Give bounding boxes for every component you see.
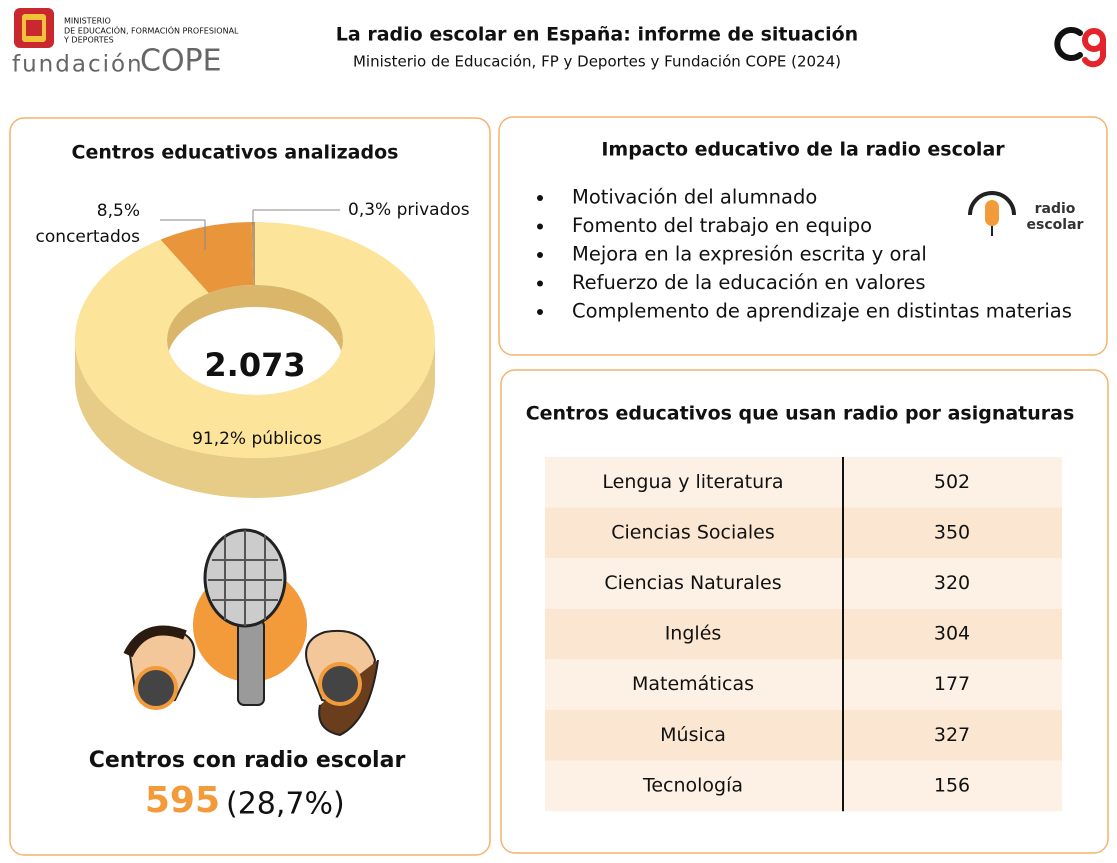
radio-illustration <box>123 528 379 737</box>
subject: Ciencias Sociales <box>611 521 775 543</box>
radio-centers-count: 595 <box>145 780 220 821</box>
logo-text: escolar <box>1027 217 1084 233</box>
donut-chart <box>75 222 435 498</box>
panel-impact <box>498 116 1108 356</box>
page-subtitle: Ministerio de Educación, FP y Deportes y… <box>353 53 841 71</box>
ministry-logo <box>14 8 54 48</box>
impact-item: Refuerzo de la educación en valores <box>572 271 926 294</box>
bullet <box>537 195 543 201</box>
table-row <box>545 558 1062 609</box>
impact-item: Complemento de aprendizaje en distintas … <box>572 300 1072 323</box>
impact-item: Fomento del trabajo en equipo <box>572 214 872 237</box>
table-row <box>545 507 1062 559</box>
pie-category-label: públicos <box>252 429 323 449</box>
ministry-name: MINISTERIO <box>64 17 111 26</box>
radio-centers-share: (28,7%) <box>226 787 345 822</box>
donut-segment <box>251 222 255 286</box>
impact-title: Impacto educativo de la radio escolar <box>601 139 1005 161</box>
bullet <box>537 223 543 230</box>
page-title: La radio escolar en España: informe de s… <box>336 24 858 46</box>
count: 156 <box>934 774 970 796</box>
donut-segment <box>160 222 254 294</box>
ministry-name: DE EDUCACIÓN, FORMACIÓN PROFESIONAL <box>64 25 239 36</box>
count: 304 <box>934 623 970 645</box>
bullet <box>537 280 543 287</box>
ministry-name: Y DEPORTES <box>63 36 114 45</box>
impact-item: Mejora en la expresión escrita y oral <box>572 243 927 266</box>
donut-side <box>75 340 435 498</box>
pie-center-label: 2.073 <box>204 346 305 384</box>
table-row <box>545 457 1062 508</box>
count: 502 <box>934 471 970 493</box>
pie-label: 0,3% privados <box>348 200 470 220</box>
chart-title: Centros educativos analizados <box>72 142 399 164</box>
foundation: fundación <box>12 52 144 78</box>
subject: Tecnología <box>642 774 743 796</box>
count: 320 <box>934 572 970 594</box>
pie-label: 91,2% públicos <box>192 429 322 449</box>
count: 327 <box>934 724 970 746</box>
table-title: Centros educativos que usan radio por as… <box>526 403 1075 425</box>
logo-text: radio <box>1035 201 1076 217</box>
cope-logo <box>1054 27 1106 68</box>
subject: Lengua y literatura <box>602 471 783 493</box>
impact-list: Motivación del alumnado Fomento del traba… <box>537 186 1072 323</box>
subject: Inglés <box>665 623 722 645</box>
bullet <box>537 309 543 315</box>
radio-centers-title: Centros con radio escolar <box>89 748 406 773</box>
radio-escolar-logo <box>968 191 1016 236</box>
pie-value-label: 0,3% <box>348 200 391 220</box>
table-row <box>545 760 1062 812</box>
subject: Matemáticas <box>632 673 754 695</box>
subject: Música <box>660 724 726 746</box>
pie-category-label: privados <box>397 200 470 220</box>
count: 350 <box>934 521 970 543</box>
pie-category-label: concertados <box>36 227 141 247</box>
table-row <box>545 659 1062 710</box>
foundation-brand: COPE <box>140 44 222 79</box>
table-row <box>545 608 1062 660</box>
donut-segment <box>75 222 435 458</box>
count: 177 <box>934 673 970 695</box>
pie-value-label: 91,2% <box>192 429 246 449</box>
table-row <box>545 710 1062 761</box>
impact-item: Motivación del alumnado <box>572 186 817 209</box>
table: Lengua y literatura 502 Ciencias Sociales 3… <box>545 457 1062 812</box>
subject: Ciencias Naturales <box>604 572 781 594</box>
pie-value-label: 8,5% <box>97 201 140 221</box>
bullet <box>537 252 543 258</box>
